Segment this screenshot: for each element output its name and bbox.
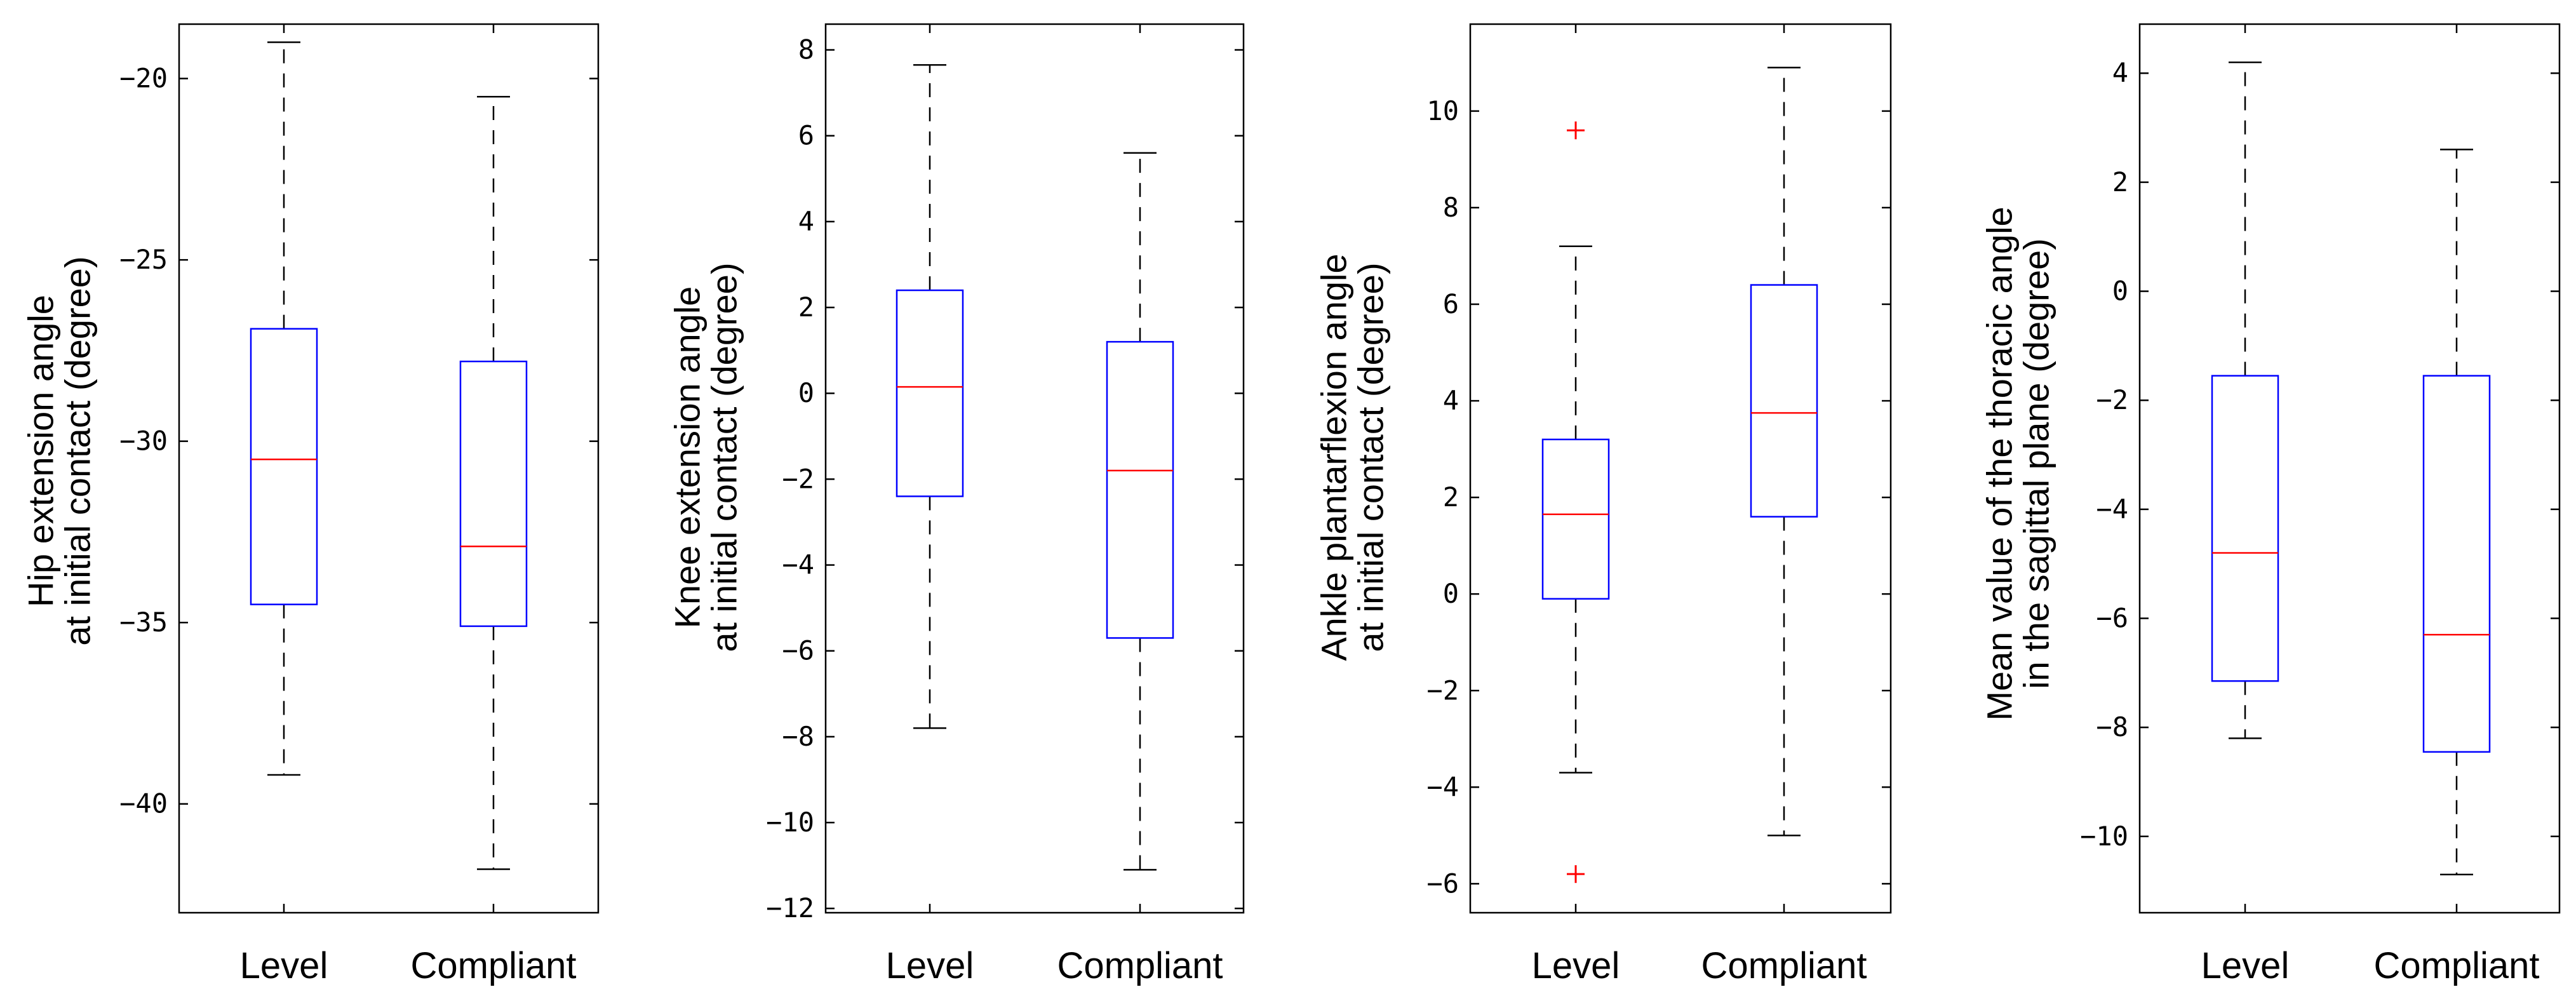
y-axis-label: at initial contact (degree): [58, 256, 98, 645]
y-tick-label: −6: [782, 635, 814, 666]
y-tick-label: 6: [1443, 288, 1459, 319]
y-tick-label: 4: [1443, 385, 1459, 416]
y-axis-label: Ankle plantarflexion angle: [1314, 253, 1354, 661]
y-tick-label: −4: [2096, 494, 2128, 525]
category-label-compliant: Compliant: [1057, 945, 1223, 986]
y-tick-label: −6: [1426, 868, 1459, 899]
y-tick-label: −6: [2096, 603, 2128, 634]
category-label-level: Level: [886, 945, 974, 986]
category-label-compliant: Compliant: [2373, 945, 2539, 986]
y-tick-label: −10: [766, 807, 814, 838]
y-tick-label: 0: [798, 377, 814, 408]
y-tick-label: −20: [119, 63, 168, 94]
boxplot-panel-4: −10 −8 −6 −4 −2 0 2 4 Mean value of the thoracic…: [1980, 23, 2561, 986]
y-tick-label: −30: [119, 426, 168, 457]
y-tick-label: 10: [1426, 95, 1459, 126]
y-tick-label: −10: [2080, 821, 2128, 852]
iqr-box: [896, 289, 964, 497]
boxplot-panel-3: −6 −4 −2 0 2 4 6 8 10 Ankle plantarflexion anglea…: [1314, 23, 1892, 986]
y-axis-label: at initial contact (degree): [704, 262, 744, 652]
y-tick-label: −2: [2096, 384, 2128, 415]
y-tick-label: 4: [2112, 57, 2128, 88]
y-tick-label: −12: [766, 892, 814, 924]
box-level: [896, 64, 964, 729]
y-tick-label: −8: [2096, 711, 2128, 742]
y-tick-label: 2: [1443, 481, 1459, 513]
y-tick-label: −4: [782, 549, 814, 581]
y-tick-label: 2: [2112, 166, 2128, 198]
box-level: [2211, 61, 2279, 739]
box-compliant: [459, 95, 528, 870]
y-axis-label: at initial contact (degree): [1351, 262, 1391, 652]
y-tick-label: 8: [798, 34, 814, 65]
plot-frame: [1469, 23, 1892, 914]
y-tick-label: −2: [1426, 675, 1459, 706]
y-tick-label: 2: [798, 292, 814, 323]
category-label-level: Level: [240, 945, 328, 986]
y-tick-label: −40: [119, 788, 168, 819]
iqr-box: [459, 360, 528, 628]
y-tick-label: −2: [782, 463, 814, 494]
iqr-box: [2211, 375, 2279, 682]
y-axis-label: Hip extension angle: [21, 295, 61, 607]
category-label-level: Level: [1532, 945, 1620, 986]
box-compliant: [1106, 152, 1174, 871]
y-tick-label: 0: [2112, 276, 2128, 307]
y-tick-label: −25: [119, 244, 168, 275]
iqr-box: [1750, 284, 1818, 518]
outlier-marker: [1567, 121, 1585, 140]
outlier-marker: [1567, 865, 1585, 883]
box-compliant: [1750, 67, 1818, 836]
y-tick-label: 8: [1443, 192, 1459, 223]
y-axis-label: in the sagittal plane (degree): [2016, 238, 2056, 689]
y-tick-label: 6: [798, 120, 814, 151]
box-compliant: [2422, 149, 2491, 876]
y-axis-label: Knee extension angle: [667, 286, 708, 629]
box-level: [1541, 121, 1610, 883]
category-label-compliant: Compliant: [410, 945, 576, 986]
boxplot-panel-2: −12 −10 −8 −6 −4 −2 0 2 4 6 8 Knee extension anglea…: [667, 23, 1245, 986]
category-label-compliant: Compliant: [1701, 945, 1867, 986]
iqr-box: [1541, 438, 1610, 600]
y-tick-label: 0: [1443, 578, 1459, 609]
y-tick-label: 4: [798, 206, 814, 237]
iqr-box: [2422, 375, 2491, 753]
plot-frame: [178, 23, 600, 914]
plot-frame: [824, 23, 1245, 914]
y-tick-label: −8: [782, 721, 814, 752]
iqr-box: [250, 328, 318, 605]
y-tick-label: −4: [1426, 771, 1459, 802]
y-axis-label: Mean value of the thoracic angle: [1980, 206, 2020, 720]
category-label-level: Level: [2201, 945, 2290, 986]
y-tick-label: −35: [119, 607, 168, 638]
iqr-box: [1106, 340, 1174, 639]
plot-frame: [2138, 23, 2561, 914]
box-level: [250, 41, 318, 776]
